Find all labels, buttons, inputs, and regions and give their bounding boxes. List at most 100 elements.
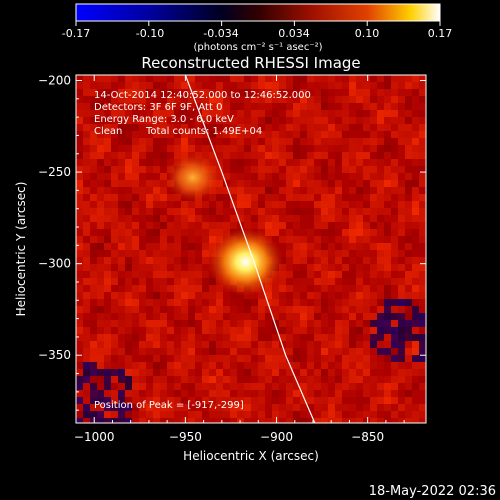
heatmap-cell [258,124,265,131]
heatmap-cell [174,124,181,131]
heatmap-cell [223,124,230,131]
heatmap-cell [139,348,146,355]
heatmap-cell [146,313,153,320]
heatmap-cell [314,327,321,334]
heatmap-cell [321,355,328,362]
heatmap-cell [258,180,265,187]
heatmap-cell [300,383,307,390]
heatmap-cell [258,159,265,166]
heatmap-cell [230,215,237,222]
heatmap-cell [111,152,118,159]
heatmap-cell [342,194,349,201]
heatmap-cell [293,243,300,250]
heatmap-cell [412,222,419,229]
heatmap-cell [286,313,293,320]
heatmap-cell [384,166,391,173]
heatmap-cell [405,299,412,306]
heatmap-cell [181,383,188,390]
heatmap-cell [356,194,363,201]
heatmap-cell [188,124,195,131]
heatmap-cell [342,229,349,236]
heatmap-cell [265,82,272,89]
heatmap-cell [167,152,174,159]
heatmap-cell [405,201,412,208]
heatmap-cell [398,103,405,110]
heatmap-cell [398,418,405,423]
heatmap-cell [370,180,377,187]
heatmap-cell [111,89,118,96]
heatmap-cell [139,264,146,271]
heatmap-cell [104,404,111,411]
heatmap-cell [216,75,223,82]
heatmap-cell [202,313,209,320]
heatmap-cell [321,250,328,257]
heatmap-cell [76,138,83,145]
heatmap-cell [405,341,412,348]
heatmap-cell [335,341,342,348]
heatmap-cell [125,194,132,201]
heatmap-cell [349,376,356,383]
heatmap-cell [188,250,195,257]
heatmap-cell [76,229,83,236]
heatmap-cell [181,96,188,103]
heatmap-cell [160,383,167,390]
heatmap-cell [125,383,132,390]
heatmap-cell [83,383,90,390]
heatmap-cell [314,292,321,299]
heatmap-cell [258,299,265,306]
heatmap-cell [167,299,174,306]
heatmap-cell [195,404,202,411]
heatmap-cell [398,348,405,355]
heatmap-cell [335,334,342,341]
heatmap-cell [167,222,174,229]
heatmap-cell [321,348,328,355]
heatmap-cell [76,369,83,376]
heatmap-cell [146,397,153,404]
heatmap-cell [265,355,272,362]
heatmap-cell [90,166,97,173]
heatmap-cell [118,187,125,194]
heatmap-cell [321,334,328,341]
heatmap-cell [83,75,90,82]
heatmap-cell [314,208,321,215]
heatmap-cell [370,152,377,159]
heatmap-cell [405,327,412,334]
heatmap-cell [321,180,328,187]
heatmap-cell [153,418,160,423]
heatmap-cell [216,187,223,194]
heatmap-cell [349,215,356,222]
heatmap-cell [356,201,363,208]
heatmap-cell [90,173,97,180]
heatmap-cell [90,334,97,341]
heatmap-cell [153,306,160,313]
heatmap-cell [356,313,363,320]
heatmap-cell [160,376,167,383]
heatmap-cell [167,320,174,327]
heatmap-cell [216,362,223,369]
heatmap-cell [251,131,258,138]
heatmap-cell [377,306,384,313]
heatmap-cell [314,257,321,264]
heatmap-cell [377,397,384,404]
heatmap-cell [209,348,216,355]
peak-source [207,227,284,296]
heatmap-cell [188,299,195,306]
heatmap-cell [405,257,412,264]
y-axis-ticks: −350−300−250−200 [38,73,426,411]
heatmap-cell [132,376,139,383]
heatmap-cell [244,194,251,201]
heatmap-cell [419,166,426,173]
heatmap-cell [391,292,398,299]
heatmap-cell [174,278,181,285]
heatmap-cell [321,271,328,278]
heatmap-cell [286,257,293,264]
heatmap-cell [405,362,412,369]
heatmap-cell [370,383,377,390]
heatmap-cell [342,110,349,117]
heatmap-cell [349,264,356,271]
heatmap-cell [356,369,363,376]
heatmap-cell [391,341,398,348]
heatmap-cell [314,180,321,187]
heatmap-cell [321,397,328,404]
heatmap-cell [216,222,223,229]
